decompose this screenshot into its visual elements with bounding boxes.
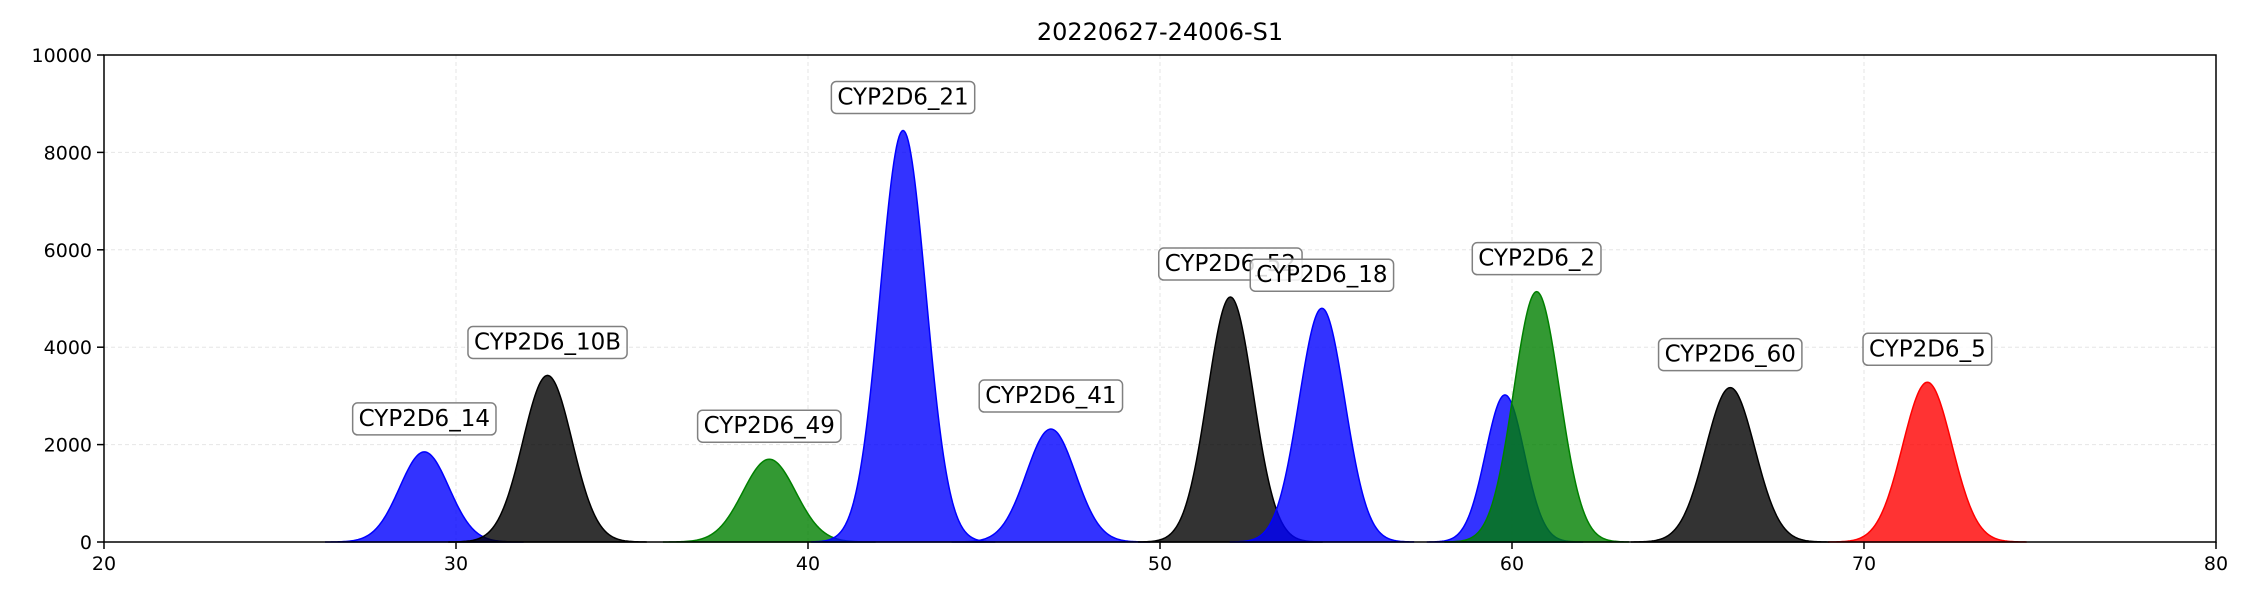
peak-label-text: CYP2D6_10B bbox=[474, 329, 621, 355]
peak-label: CYP2D6_2 bbox=[1471, 241, 1602, 276]
peak-annotations: CYP2D6_14 CYP2D6_10B CYP2D6_49 CYP2D6_21 CYP… bbox=[351, 80, 1993, 443]
peak-label: CYP2D6_60 bbox=[1657, 337, 1803, 372]
peak-label-box bbox=[467, 325, 628, 360]
x-tick-label: 40 bbox=[796, 553, 820, 575]
peak-label: CYP2D6_49 bbox=[696, 409, 842, 443]
x-tick-label: 20 bbox=[92, 553, 116, 575]
peak-label-box bbox=[978, 379, 1124, 413]
peak-area bbox=[448, 374, 647, 543]
peak-label-text: CYP2D6_41 bbox=[985, 383, 1116, 409]
peak-label-text: CYP2D6_5 bbox=[1869, 336, 1986, 362]
ticks: 20 30 40 50 60 70 80 0 2000 4000 6000 8000 10000 bbox=[32, 45, 2229, 575]
peak-label: CYP2D6_18 bbox=[1249, 258, 1395, 292]
peak-area bbox=[1444, 290, 1629, 543]
peak-area bbox=[1630, 386, 1830, 543]
y-tick-label: 2000 bbox=[44, 435, 92, 457]
x-tick-label: 50 bbox=[1148, 553, 1172, 575]
peak-label-text: CYP2D6_21 bbox=[837, 84, 968, 110]
x-tick-label: 30 bbox=[444, 553, 468, 575]
peak-series bbox=[325, 129, 2027, 543]
y-tick-label: 10000 bbox=[32, 45, 92, 67]
y-tick-label: 4000 bbox=[44, 337, 92, 359]
peak-label-box bbox=[830, 80, 976, 115]
peak-label-box bbox=[351, 402, 497, 436]
chart-title: 20220627-24006-S1 bbox=[1037, 18, 1283, 46]
peak-label-box bbox=[1862, 332, 1993, 367]
peak-area bbox=[1229, 307, 1415, 543]
y-tick-label: 8000 bbox=[44, 142, 92, 164]
peak-label-text: CYP2D6_2 bbox=[1478, 246, 1595, 272]
peak-label-box bbox=[696, 409, 842, 443]
peak-label: CYP2D6_14 bbox=[351, 402, 497, 436]
peak-label-text: CYP2D6_18 bbox=[1256, 262, 1387, 288]
peak-label-box bbox=[1249, 258, 1395, 292]
peak-area bbox=[951, 428, 1151, 543]
peak-label: CYP2D6_10B bbox=[467, 325, 628, 360]
peak-label: CYP2D6_41 bbox=[978, 379, 1124, 413]
peak-area bbox=[1828, 381, 2027, 543]
x-tick-label: 70 bbox=[1852, 553, 1876, 575]
peak-label-box bbox=[1657, 337, 1803, 372]
peak-label-text: CYP2D6_49 bbox=[704, 413, 835, 439]
x-tick-label: 60 bbox=[1500, 553, 1524, 575]
peak-label: CYP2D6_21 bbox=[830, 80, 976, 115]
peak-label-box bbox=[1471, 241, 1602, 276]
peak-label-text: CYP2D6_60 bbox=[1665, 342, 1796, 368]
peak-label-text: CYP2D6_14 bbox=[359, 406, 490, 432]
peak-label: CYP2D6_5 bbox=[1862, 332, 1993, 367]
y-tick-label: 6000 bbox=[44, 240, 92, 262]
y-tick-label: 0 bbox=[80, 532, 92, 554]
x-tick-label: 80 bbox=[2204, 553, 2228, 575]
peak-area bbox=[810, 129, 996, 543]
